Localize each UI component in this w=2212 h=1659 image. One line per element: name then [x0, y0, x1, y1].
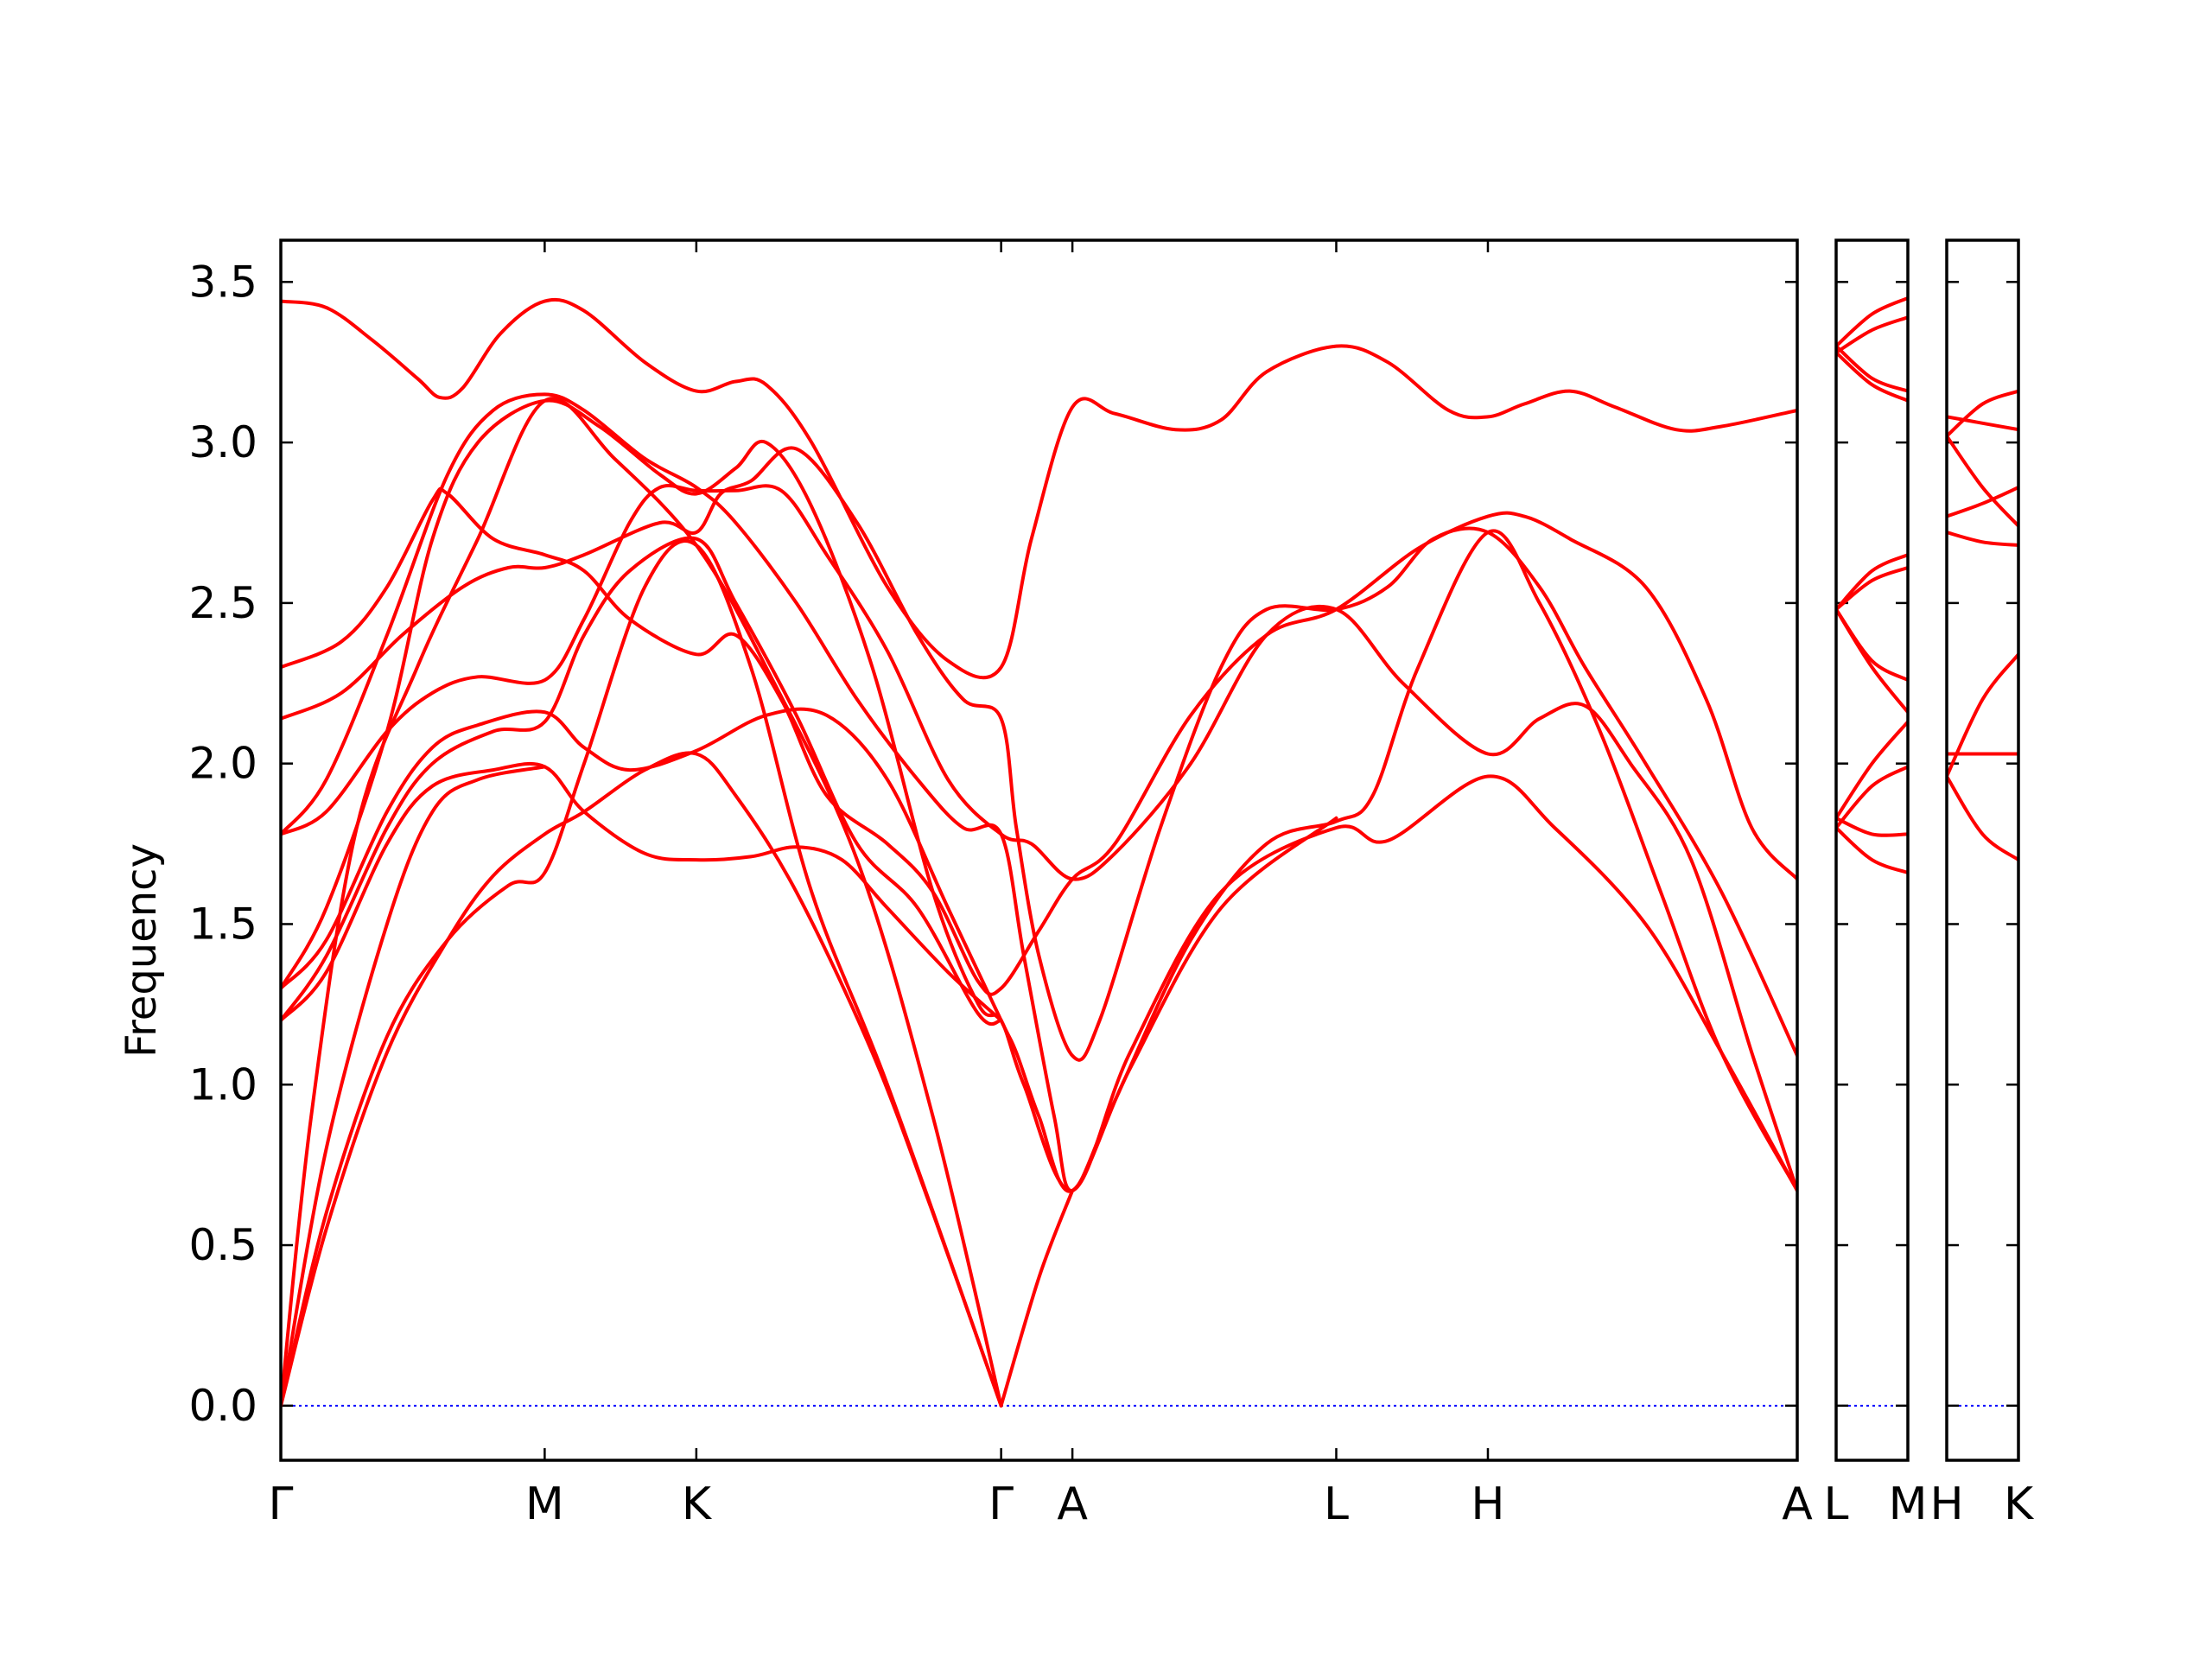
band-line — [1836, 607, 1908, 715]
y-tick-label: 0.0 — [188, 1381, 257, 1431]
band-line — [281, 751, 1003, 1408]
band-line — [1947, 434, 2018, 528]
band-line — [281, 762, 1003, 1022]
band-line — [281, 297, 1797, 680]
band-line — [281, 397, 1003, 1408]
band-line — [1836, 296, 1908, 348]
band-line — [1836, 816, 1908, 837]
panel-frame — [1945, 238, 2020, 1462]
y-tick-label: 0.5 — [188, 1220, 257, 1270]
band-line — [999, 1188, 1075, 1408]
panel-frame — [1834, 238, 1910, 1462]
x-tick-label: M — [525, 1478, 564, 1530]
y-tick-label: 1.5 — [188, 899, 257, 949]
y-tick-label: 3.0 — [188, 417, 257, 467]
x-tick-label: L — [1824, 1478, 1849, 1530]
x-tick-label: K — [682, 1478, 713, 1530]
y-tick-label: 3.5 — [188, 257, 257, 307]
bands — [1947, 389, 2018, 862]
band-line — [1836, 351, 1908, 403]
band-line — [281, 707, 1338, 1193]
band-line — [1836, 720, 1908, 820]
panel-frame — [279, 238, 1799, 1462]
band-line — [1947, 774, 2018, 862]
x-tick-label: A — [1782, 1478, 1813, 1530]
x-tick-label: L — [1324, 1478, 1349, 1530]
band-line — [281, 398, 1797, 1192]
y-tick-label: 1.0 — [188, 1059, 257, 1109]
band-line — [1947, 389, 2018, 438]
band-line — [1836, 315, 1908, 355]
x-tick-label: K — [2004, 1478, 2035, 1530]
y-tick-labels: 0.0 0.5 1.0 1.5 2.0 2.5 3.0 3.5 — [188, 257, 257, 1431]
band-line — [281, 539, 1003, 1408]
band-line — [1836, 344, 1908, 393]
x-tick-label: Γ — [988, 1478, 1014, 1530]
band-line — [1947, 415, 2018, 432]
band-line — [281, 486, 1797, 996]
band-line — [1836, 566, 1908, 612]
y-tick-label: 2.0 — [188, 739, 257, 789]
band-line — [281, 483, 1797, 1192]
x-tick-label: H — [1471, 1478, 1504, 1530]
x-tick-label: A — [1057, 1478, 1088, 1530]
bands — [1836, 296, 1908, 874]
x-tick-label: M — [1889, 1478, 1928, 1530]
band-line — [1836, 826, 1908, 874]
bands — [281, 297, 1797, 1408]
band-line — [1947, 652, 2018, 779]
band-line — [1947, 531, 2018, 547]
band-line — [281, 392, 1797, 1192]
band-line — [1947, 486, 2018, 518]
band-line — [281, 536, 1003, 1027]
x-tick-label: Γ — [269, 1478, 294, 1530]
band-line — [281, 765, 547, 1408]
y-tick-label: 2.5 — [188, 578, 257, 628]
x-tick-label: H — [1929, 1478, 1963, 1530]
y-axis-label: Frequency — [118, 843, 166, 1058]
band-line — [1836, 765, 1908, 830]
